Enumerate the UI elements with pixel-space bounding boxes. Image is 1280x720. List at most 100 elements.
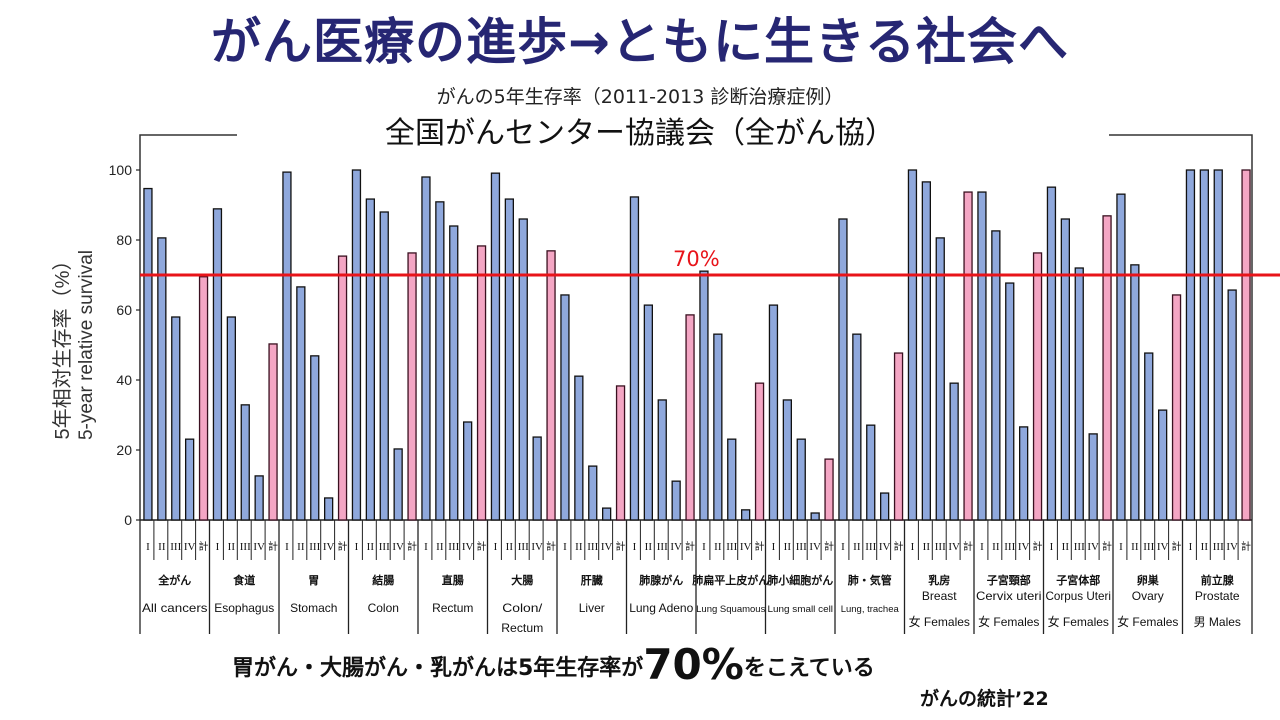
stage-label: II — [575, 541, 583, 553]
bar-1-5 — [198, 276, 209, 521]
group-label-en: Colon — [368, 601, 399, 615]
bar-1-4 — [184, 438, 195, 521]
stage-label: I — [424, 541, 428, 553]
bar-15-5 — [1171, 294, 1182, 521]
bar-9-4 — [741, 509, 751, 521]
stage-label: IV — [392, 541, 404, 553]
y-tick-label: 80 — [116, 232, 132, 248]
bar-5-4 — [462, 421, 473, 521]
group-label-jp: 肺腺がん — [639, 573, 683, 587]
stage-label: 計 — [1102, 540, 1112, 553]
frame-right-bracket — [1109, 134, 1253, 520]
group-label-jp: 卵巣 — [1137, 573, 1160, 587]
bar-12-1 — [907, 169, 918, 521]
stage-label: II — [228, 541, 236, 553]
stage-label: III — [1004, 541, 1015, 553]
bar-8-5 — [685, 314, 695, 521]
stage-label: 計 — [338, 540, 348, 553]
summary-note-highlight: 70% — [643, 640, 744, 689]
stage-label: III — [1143, 541, 1154, 553]
bar-7-1 — [560, 294, 570, 521]
bar-1-2 — [157, 237, 167, 521]
stage-label: II — [714, 541, 722, 553]
stage-label: III — [935, 541, 946, 553]
source-citation: がんの統計’22 — [920, 688, 1049, 710]
stage-label: II — [367, 541, 375, 553]
bar-6-3 — [518, 218, 528, 521]
bar-15-3 — [1144, 352, 1154, 521]
bar-2-4 — [254, 475, 264, 521]
bar-9-2 — [713, 333, 723, 521]
group-label-en: All cancers — [142, 601, 208, 615]
bar-8-1 — [629, 196, 640, 521]
group-label-jp: 乳房 — [928, 573, 950, 587]
stage-label: I — [355, 541, 359, 553]
bar-14-2 — [1060, 218, 1070, 521]
bar-14-1 — [1046, 186, 1057, 521]
reference-line-label: 70% — [673, 247, 720, 271]
y-tick-label: 100 — [109, 162, 133, 178]
bar-16-3 — [1213, 169, 1223, 521]
chart-subtitle: がんの5年生存率（2011-2013 診断治療症例） — [436, 86, 844, 108]
stage-label: 計 — [268, 540, 278, 553]
bar-13-3 — [1005, 282, 1015, 521]
stage-label: 計 — [1033, 540, 1043, 553]
bar-13-2 — [991, 230, 1001, 521]
bar-7-3 — [588, 465, 598, 521]
stage-label: I — [1050, 541, 1054, 553]
stage-label: II — [992, 541, 1000, 553]
stage-label: III — [587, 541, 598, 553]
group-label-en-line2: Rectum — [501, 621, 543, 635]
stage-label: III — [518, 541, 529, 553]
group-label-en: Esophagus — [214, 601, 274, 615]
bar-4-2 — [365, 198, 376, 521]
group-label-jp: 直腸 — [442, 573, 464, 587]
group-label-jp: 子宮体部 — [1056, 573, 1100, 587]
stage-label: 計 — [963, 540, 973, 553]
stage-label: IV — [879, 541, 891, 553]
stage-label: III — [170, 541, 181, 553]
bar-13-4 — [1019, 426, 1029, 521]
stage-label: II — [436, 541, 444, 553]
stage-label: II — [297, 541, 305, 553]
stage-label: 計 — [199, 540, 209, 553]
bar-16-1 — [1185, 169, 1196, 521]
stage-label: IV — [1018, 541, 1030, 553]
stage-label: I — [146, 541, 150, 553]
stage-label: IV — [184, 541, 196, 553]
bar-11-5 — [893, 352, 904, 521]
stage-label: III — [1074, 541, 1085, 553]
bar-11-4 — [880, 492, 890, 521]
bar-15-2 — [1130, 264, 1140, 521]
page-title: がん医療の進歩→ともに生きる社会へ — [211, 13, 1069, 71]
bar-8-4 — [671, 480, 681, 521]
group-label-en: Colon/ — [502, 601, 543, 615]
summary-note-suffix: をこえている — [743, 656, 875, 681]
bar-3-2 — [296, 286, 306, 521]
bar-3-4 — [323, 497, 334, 521]
bar-2-2 — [226, 316, 237, 521]
group-label-jp: 肺小細胞がん — [767, 573, 833, 587]
bar-4-1 — [351, 169, 362, 521]
group-label-en: Lung small cell — [768, 604, 834, 615]
bar-7-4 — [602, 507, 612, 521]
stage-label: I — [1119, 541, 1123, 553]
bar-6-2 — [504, 198, 515, 521]
y-tick-label: 60 — [116, 302, 132, 318]
stage-label: II — [923, 541, 931, 553]
bar-4-5 — [407, 252, 417, 521]
y-tick-label: 0 — [124, 512, 132, 528]
bar-14-4 — [1088, 433, 1098, 521]
stage-label: 計 — [407, 540, 417, 553]
bar-16-4 — [1227, 289, 1237, 521]
bar-10-2 — [782, 399, 792, 521]
bar-3-3 — [310, 355, 320, 521]
bar-3-1 — [282, 171, 292, 521]
stage-label: 計 — [616, 540, 626, 553]
stage-label: II — [1131, 541, 1139, 553]
bar-13-5 — [1032, 252, 1043, 521]
bar-2-5 — [268, 343, 278, 521]
bar-1-1 — [143, 187, 153, 521]
stage-label: I — [911, 541, 915, 553]
stage-label: III — [448, 541, 459, 553]
